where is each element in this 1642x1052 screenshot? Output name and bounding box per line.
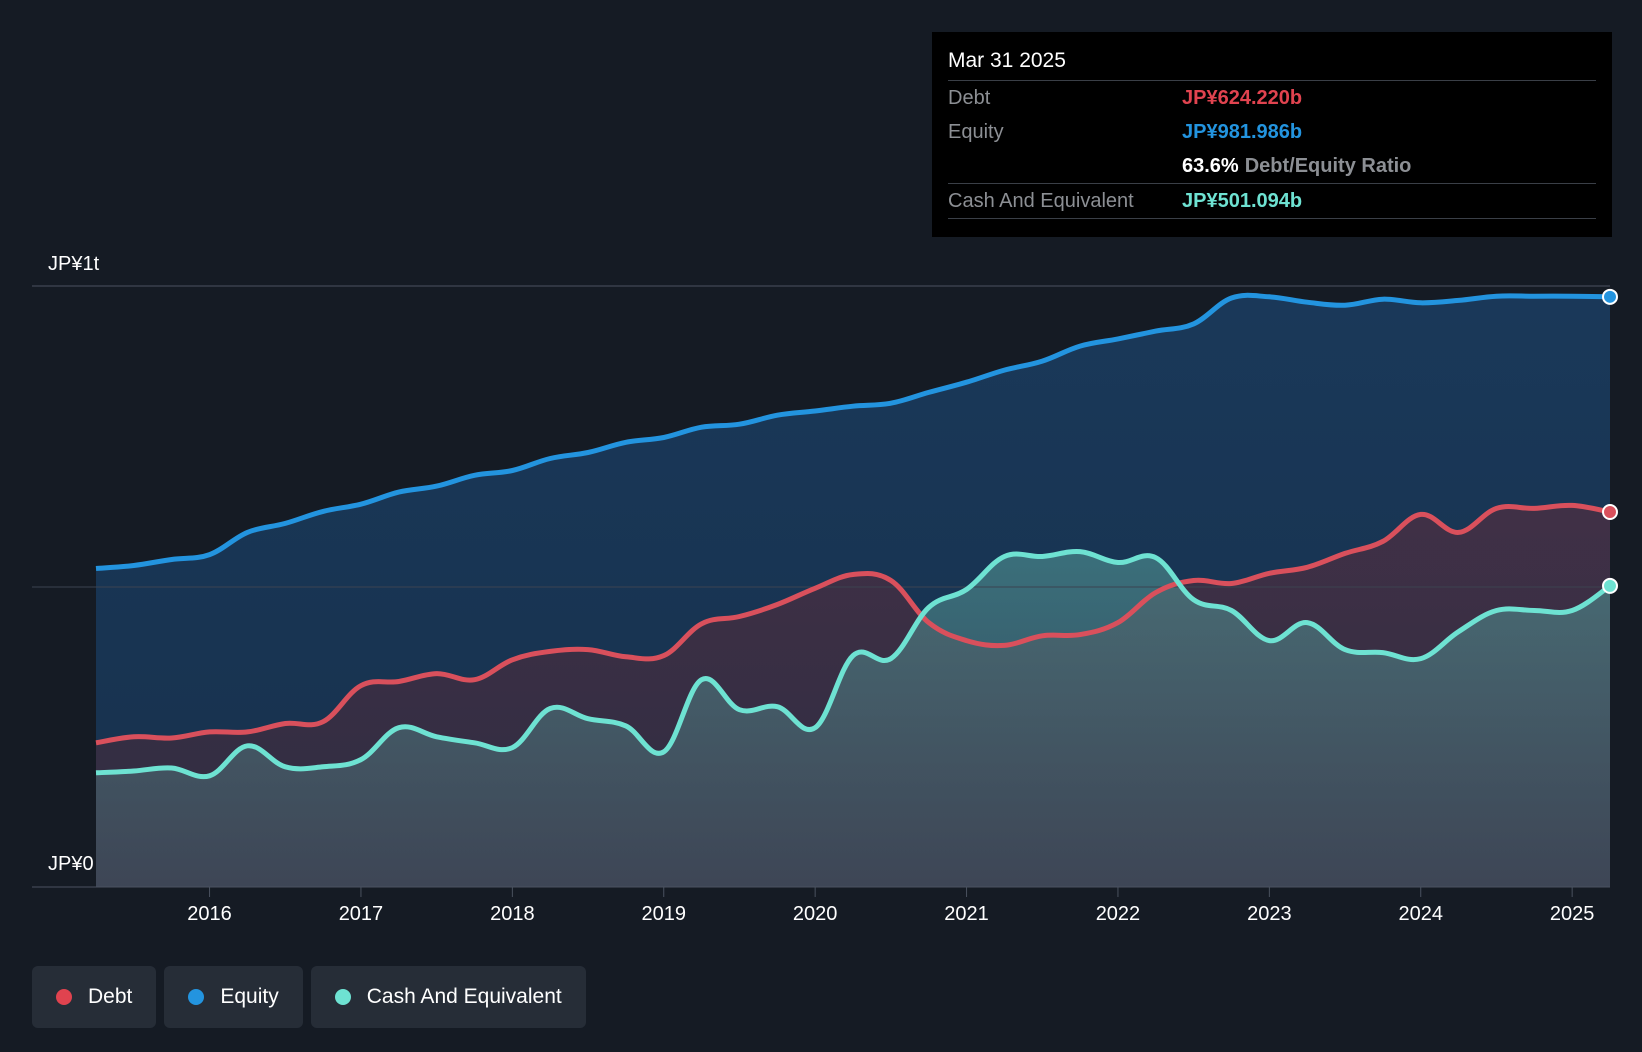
tooltip-date: Mar 31 2025	[948, 46, 1596, 81]
tooltip-row-equity: Equity JP¥981.986b	[948, 115, 1596, 149]
legend-item-cash[interactable]: Cash And Equivalent	[310, 966, 586, 1028]
line-debt[interactable]	[95, 502, 1611, 746]
legend-label-equity: Equity	[220, 985, 279, 1008]
x-tick-label-2018: 2018	[490, 903, 535, 925]
x-tick-label-2022: 2022	[1096, 903, 1141, 925]
tooltip-panel: Mar 31 2025 Debt JP¥624.220b Equity JP¥9…	[932, 32, 1612, 237]
tooltip-equity-value: JP¥981.986b	[1182, 121, 1303, 143]
tooltip-row-debt: Debt JP¥624.220b	[948, 81, 1596, 115]
x-tick-label-2017: 2017	[339, 903, 384, 925]
x-tick-label-2024: 2024	[1399, 903, 1444, 925]
endpoint-debt[interactable]	[1602, 503, 1618, 520]
tooltip-cash-value: JP¥501.094b	[1182, 190, 1303, 212]
tooltip-row-ratio: 63.6% Debt/Equity Ratio	[948, 149, 1596, 184]
legend-dot-debt	[56, 989, 72, 1005]
tooltip-cash-label: Cash And Equivalent	[948, 190, 1134, 212]
x-tick-label-2016: 2016	[187, 903, 232, 925]
endpoint-equity[interactable]	[1602, 288, 1618, 305]
legend-item-equity[interactable]: Equity	[164, 966, 303, 1028]
y-tick-label-top: JP¥1t	[48, 253, 100, 275]
x-tick-label-2019: 2019	[642, 903, 687, 925]
tooltip-debt-label: Debt	[948, 87, 991, 109]
tooltip-equity-label: Equity	[948, 121, 1004, 143]
x-tick-label-2023: 2023	[1247, 903, 1292, 925]
tooltip-ratio-value: 63.6%	[1182, 155, 1239, 177]
legend-dot-cash	[334, 989, 351, 1005]
legend-item-debt[interactable]: Debt	[32, 966, 157, 1028]
x-tick-label-2021: 2021	[944, 903, 989, 925]
legend-dot-equity	[188, 989, 205, 1005]
area-cash	[96, 551, 1610, 887]
x-tick-label-2020: 2020	[793, 903, 838, 925]
tooltip-debt-value: JP¥624.220b	[1182, 87, 1303, 109]
y-tick-label-bottom: JP¥0	[48, 853, 94, 875]
chart-legend: Debt Equity Cash And Equivalent	[32, 966, 586, 1028]
endpoint-cash[interactable]	[1602, 577, 1618, 594]
x-tick-label-2025: 2025	[1550, 903, 1595, 925]
legend-label-debt: Debt	[88, 985, 133, 1008]
line-equity[interactable]	[95, 292, 1611, 571]
line-cash[interactable]	[95, 548, 1612, 780]
tooltip-ratio-label: Debt/Equity Ratio	[1244, 155, 1412, 177]
tooltip-row-cash: Cash And Equivalent JP¥501.094b	[948, 184, 1596, 219]
legend-label-cash: Cash And Equivalent	[366, 985, 562, 1008]
